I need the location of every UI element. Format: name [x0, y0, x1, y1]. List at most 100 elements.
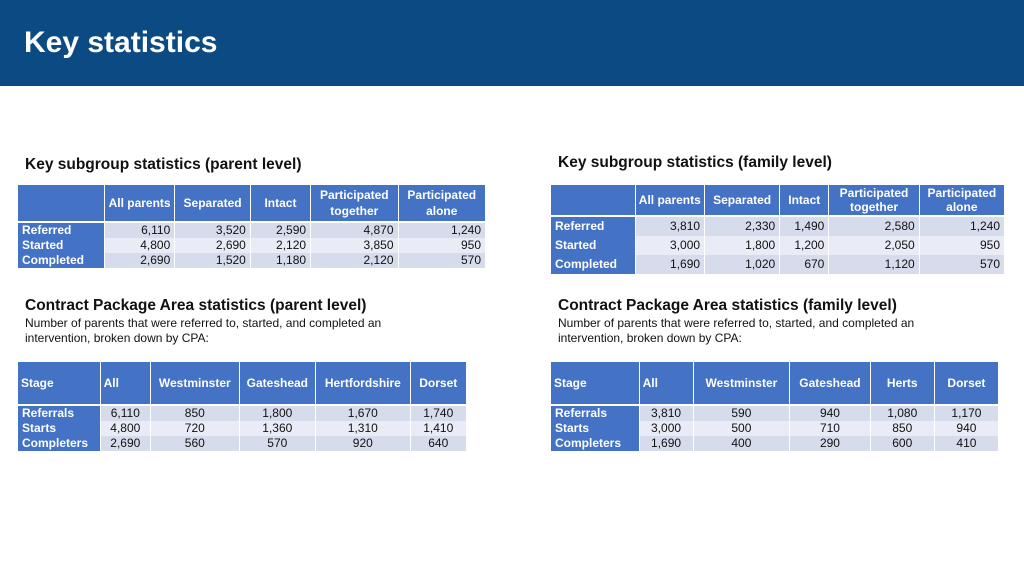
- table-cell: 6,110: [104, 221, 176, 238]
- column-header: Participated alone: [919, 185, 1004, 215]
- column-header: Stage: [18, 362, 101, 404]
- table-cell: 590: [693, 404, 791, 421]
- table-cell: 940: [790, 404, 871, 421]
- table-cell: 950: [398, 238, 485, 253]
- row-label: Completers: [551, 436, 640, 451]
- table-cell: 940: [934, 421, 998, 436]
- cpa-parent-table: Stage All Westminster Gateshead Hertford…: [18, 362, 466, 451]
- table-cell: 570: [919, 255, 1004, 274]
- table-row: Started 3,000 1,800 1,200 2,050 950: [551, 236, 1004, 255]
- column-header: Gateshead: [239, 362, 317, 404]
- table-cell: 4,800: [104, 238, 176, 253]
- cpa-family-heading: Contract Package Area statistics (family…: [558, 297, 897, 314]
- column-header: Hertfordshire: [316, 362, 411, 404]
- table-cell: 1,490: [780, 215, 830, 236]
- cpa-family-table: Stage All Westminster Gateshead Herts Do…: [551, 362, 998, 451]
- table-cell: 6,110: [100, 404, 152, 421]
- table-row: Referred 3,810 2,330 1,490 2,580 1,240: [551, 215, 1004, 236]
- table-row: Completers 2,690 560 570 920 640: [18, 436, 466, 451]
- table-cell: 1,800: [239, 404, 317, 421]
- table-cell: 290: [790, 436, 871, 451]
- table-cell: 920: [316, 436, 411, 451]
- row-label: Started: [551, 236, 636, 255]
- table-cell: 670: [780, 255, 830, 274]
- table-cell: 2,120: [311, 253, 399, 268]
- column-header: All: [100, 362, 152, 404]
- table-cell: 3,810: [635, 215, 706, 236]
- table-cell: 1,240: [398, 221, 485, 238]
- family-subgroup-heading: Key subgroup statistics (family level): [558, 154, 832, 171]
- table-cell: 560: [151, 436, 240, 451]
- table-cell: 410: [934, 436, 998, 451]
- table-cell: 1,310: [316, 421, 411, 436]
- table-cell: 2,690: [100, 436, 152, 451]
- row-label: Referred: [18, 221, 105, 238]
- row-label: Completed: [18, 253, 105, 268]
- column-header: Participated together: [829, 185, 920, 215]
- column-header: Herts: [870, 362, 935, 404]
- table-cell: 1,170: [934, 404, 998, 421]
- column-header: Dorset: [934, 362, 998, 404]
- row-label: Referrals: [551, 404, 640, 421]
- table-cell: 640: [410, 436, 466, 451]
- table-cell: 1,670: [316, 404, 411, 421]
- column-header: [551, 185, 636, 215]
- table-cell: 1,410: [410, 421, 466, 436]
- table-cell: 400: [693, 436, 791, 451]
- column-header: Stage: [551, 362, 640, 404]
- column-header: Separated: [705, 185, 781, 215]
- table-cell: 3,000: [635, 236, 706, 255]
- table-cell: 710: [790, 421, 871, 436]
- table-cell: 1,360: [239, 421, 317, 436]
- column-header: Dorset: [410, 362, 466, 404]
- table-cell: 950: [919, 236, 1004, 255]
- parent-subgroup-table: All parents Separated Intact Participate…: [18, 185, 485, 268]
- cpa-family-description: Number of parents that were referred to,…: [558, 316, 915, 345]
- column-header: Participated alone: [398, 185, 485, 221]
- table-cell: 4,800: [100, 421, 152, 436]
- table-cell: 1,120: [829, 255, 920, 274]
- column-header: Westminster: [693, 362, 791, 404]
- column-header: Participated together: [311, 185, 399, 221]
- page-title: Key statistics: [24, 26, 218, 59]
- row-label: Completed: [551, 255, 636, 274]
- table-row: Started 4,800 2,690 2,120 3,850 950: [18, 238, 485, 253]
- table-cell: 1,180: [250, 253, 312, 268]
- table-cell: 2,580: [829, 215, 920, 236]
- table-row: Starts 3,000 500 710 850 940: [551, 421, 998, 436]
- row-label: Referrals: [18, 404, 101, 421]
- column-header: [18, 185, 105, 221]
- title-bar: Key statistics: [0, 0, 1024, 86]
- table-row: Starts 4,800 720 1,360 1,310 1,410: [18, 421, 466, 436]
- column-header: Intact: [250, 185, 312, 221]
- row-label: Referred: [551, 215, 636, 236]
- parent-subgroup-heading: Key subgroup statistics (parent level): [25, 156, 302, 173]
- table-cell: 600: [870, 436, 935, 451]
- table-cell: 850: [151, 404, 240, 421]
- table-cell: 2,330: [705, 215, 781, 236]
- table-cell: 1,520: [175, 253, 251, 268]
- table-cell: 1,690: [639, 436, 694, 451]
- table-row: Referrals 3,810 590 940 1,080 1,170: [551, 404, 998, 421]
- table-cell: 1,020: [705, 255, 781, 274]
- table-cell: 1,200: [780, 236, 830, 255]
- table-cell: 2,120: [250, 238, 312, 253]
- table-cell: 570: [398, 253, 485, 268]
- table-row: Referred 6,110 3,520 2,590 4,870 1,240: [18, 221, 485, 238]
- table-cell: 720: [151, 421, 240, 436]
- row-label: Started: [18, 238, 105, 253]
- family-subgroup-table: All parents Separated Intact Participate…: [551, 185, 1004, 274]
- table-cell: 850: [870, 421, 935, 436]
- table-cell: 2,690: [104, 253, 176, 268]
- table-cell: 3,850: [311, 238, 399, 253]
- table-cell: 570: [239, 436, 317, 451]
- table-cell: 1,240: [919, 215, 1004, 236]
- table-cell: 4,870: [311, 221, 399, 238]
- table-cell: 2,690: [175, 238, 251, 253]
- column-header: Westminster: [151, 362, 240, 404]
- column-header: All: [639, 362, 694, 404]
- cpa-parent-heading: Contract Package Area statistics (parent…: [25, 297, 367, 314]
- table-cell: 1,800: [705, 236, 781, 255]
- column-header: All parents: [104, 185, 176, 221]
- table-row: Completed 2,690 1,520 1,180 2,120 570: [18, 253, 485, 268]
